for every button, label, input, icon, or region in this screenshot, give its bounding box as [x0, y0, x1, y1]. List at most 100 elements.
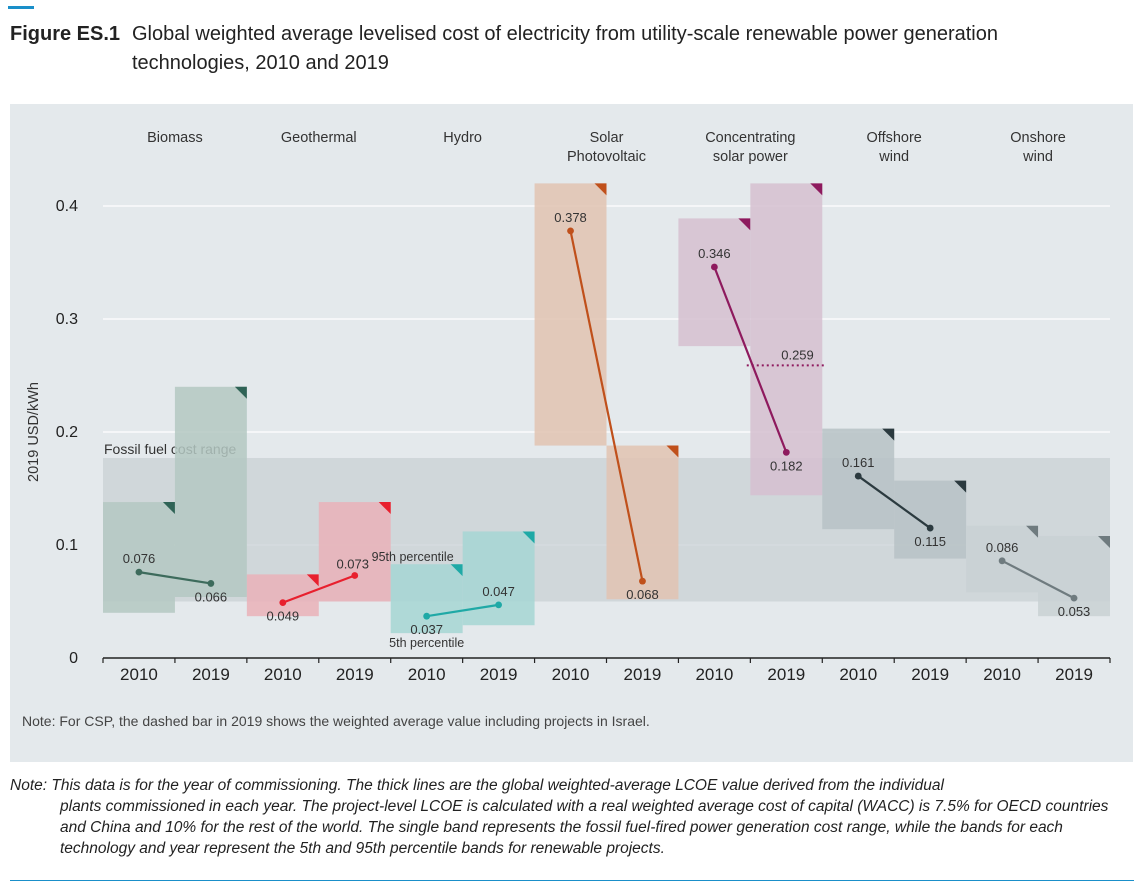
- tech-header-concentrating-solar-power: solar power: [713, 149, 788, 165]
- trend-line-geothermal: [282, 574, 356, 604]
- value-label-offshore-wind-2010: 0.161: [842, 455, 875, 470]
- data-point-biomass-2010: [135, 568, 143, 576]
- tech-header-solar-photovoltaic: Photovoltaic: [567, 149, 646, 165]
- value-label-biomass-2010: 0.076: [123, 551, 156, 566]
- percentile-band-hydro-2019: [462, 531, 535, 626]
- percentile-band-concentrating-solar-power-2019: [750, 183, 823, 496]
- data-point-solar-photovoltaic-2019: [639, 577, 646, 585]
- band-corner-biomass-2010: [162, 502, 175, 515]
- value-label-hydro-2019: 0.047: [482, 584, 515, 599]
- band-corner-hydro-2010: [450, 564, 463, 577]
- band-corner-solar-photovoltaic-2019: [666, 445, 679, 458]
- x-tick-label: 2019: [767, 665, 805, 684]
- data-point-offshore-wind-2010: [854, 472, 862, 480]
- figure-note: Note: This data is for the year of commi…: [10, 775, 1136, 859]
- data-point-offshore-wind-2019: [926, 524, 934, 532]
- x-tick-label: 2019: [1055, 665, 1093, 684]
- tech-header-onshore-wind: wind: [1022, 149, 1053, 165]
- band-corner-offshore-wind-2010: [882, 428, 895, 441]
- y-tick-label: 0.2: [56, 424, 78, 441]
- value-label-onshore-wind-2010: 0.086: [986, 540, 1019, 555]
- tech-header-offshore-wind: Offshore: [867, 130, 922, 146]
- trend-line-biomass: [138, 571, 212, 585]
- value-label-geothermal-2019: 0.073: [336, 557, 369, 572]
- note-rest: plants commissioned in each year. The pr…: [60, 798, 1109, 857]
- band-corner-onshore-wind-2019: [1098, 535, 1110, 548]
- data-point-onshore-wind-2019: [1070, 594, 1078, 602]
- value-label-biomass-2019: 0.066: [195, 589, 228, 604]
- value-label-geothermal-2010: 0.049: [267, 609, 300, 624]
- data-point-onshore-wind-2010: [998, 557, 1006, 565]
- percentile-band-geothermal-2010: [246, 574, 319, 617]
- data-point-hydro-2019: [495, 601, 503, 609]
- accent-line: [8, 6, 34, 9]
- chart-panel: Fossil fuel cost range Biomass 0.076 0.066 G…: [10, 104, 1133, 762]
- value-label-solar-photovoltaic-2010: 0.378: [554, 210, 587, 225]
- bottom-rule: [10, 880, 1134, 881]
- y-tick-label: 0.4: [56, 198, 78, 215]
- band-corner-onshore-wind-2010: [1026, 525, 1039, 538]
- tech-header-hydro: Hydro: [443, 130, 482, 146]
- data-point-biomass-2019: [207, 580, 215, 587]
- tech-header-biomass: Biomass: [147, 130, 203, 146]
- percentile-band-solar-photovoltaic-2019: [606, 445, 679, 600]
- x-tick-label: 2019: [192, 665, 230, 684]
- data-point-geothermal-2010: [279, 599, 287, 607]
- lcoe-chart: Fossil fuel cost rangeBiomass0.0760.066G…: [22, 130, 1111, 729]
- note-first-line: Note: This data is for the year of commi…: [10, 777, 944, 794]
- band-corner-geothermal-2010: [306, 574, 319, 587]
- value-label-solar-photovoltaic-2019: 0.068: [626, 587, 659, 602]
- x-tick-label: 2019: [624, 665, 662, 684]
- data-point-solar-photovoltaic-2010: [567, 227, 574, 235]
- band-corner-hydro-2019: [522, 531, 535, 544]
- value-label-concentrating-solar-power-2010: 0.346: [698, 246, 731, 261]
- p5-annotation: 5th percentile: [389, 636, 464, 650]
- y-tick-label: 0.1: [56, 537, 78, 554]
- data-point-hydro-2010: [423, 612, 431, 620]
- band-corner-solar-photovoltaic-2010: [594, 183, 607, 196]
- tech-header-offshore-wind: wind: [878, 149, 909, 165]
- figure-title-line2: technologies, 2010 and 2019: [132, 52, 389, 74]
- y-tick-label: 0.3: [56, 311, 78, 328]
- percentile-band-biomass-2010: [103, 502, 175, 613]
- trend-line-solar-photovoltaic: [569, 230, 644, 582]
- x-tick-label: 2019: [480, 665, 518, 684]
- percentile-band-biomass-2019: [174, 386, 247, 597]
- trend-line-hydro: [426, 603, 499, 618]
- x-tick-label: 2019: [336, 665, 374, 684]
- x-tick-label: 2010: [264, 665, 302, 684]
- x-tick-label: 2010: [983, 665, 1021, 684]
- band-corner-offshore-wind-2019: [954, 480, 967, 493]
- figure-label: Figure ES.1: [10, 23, 121, 45]
- value-label-concentrating-solar-power-2019: 0.182: [770, 458, 803, 473]
- percentile-band-offshore-wind-2019: [894, 480, 967, 559]
- p95-annotation: 95th percentile: [372, 550, 454, 564]
- value-label-onshore-wind-2019: 0.053: [1058, 604, 1091, 619]
- x-tick-label: 2019: [911, 665, 949, 684]
- band-corner-concentrating-solar-power-2010: [738, 218, 751, 231]
- figure-title-line1: Global weighted average levelised cost o…: [132, 23, 998, 45]
- tech-header-onshore-wind: Onshore: [1010, 130, 1066, 146]
- trend-line-offshore-wind: [857, 475, 931, 529]
- tech-header-solar-photovoltaic: Solar: [590, 130, 624, 146]
- tech-header-concentrating-solar-power: Concentrating: [705, 130, 795, 146]
- y-axis-title: 2019 USD/kWh: [26, 382, 42, 482]
- x-tick-label: 2010: [408, 665, 446, 684]
- x-tick-label: 2010: [839, 665, 877, 684]
- figure-title: Figure ES.1 Global weighted average level…: [10, 20, 1130, 78]
- data-point-concentrating-solar-power-2019: [782, 448, 790, 456]
- value-label-offshore-wind-2019: 0.115: [914, 534, 946, 549]
- x-tick-label: 2010: [552, 665, 590, 684]
- tech-header-geothermal: Geothermal: [281, 130, 357, 146]
- value-label-hydro-2010: 0.037: [410, 622, 443, 637]
- x-tick-label: 2010: [695, 665, 733, 684]
- band-corner-concentrating-solar-power-2019: [810, 183, 823, 196]
- dashed-value-label-concentrating-solar-power: 0.259: [781, 347, 814, 362]
- percentile-band-concentrating-solar-power-2010: [678, 218, 751, 347]
- y-tick-label: 0: [69, 650, 78, 667]
- percentile-band-onshore-wind-2019: [1038, 535, 1110, 617]
- panel-note: Note: For CSP, the dashed bar in 2019 sh…: [22, 713, 650, 729]
- x-tick-label: 2010: [120, 665, 158, 684]
- data-point-concentrating-solar-power-2010: [710, 263, 718, 271]
- data-point-geothermal-2019: [351, 572, 359, 579]
